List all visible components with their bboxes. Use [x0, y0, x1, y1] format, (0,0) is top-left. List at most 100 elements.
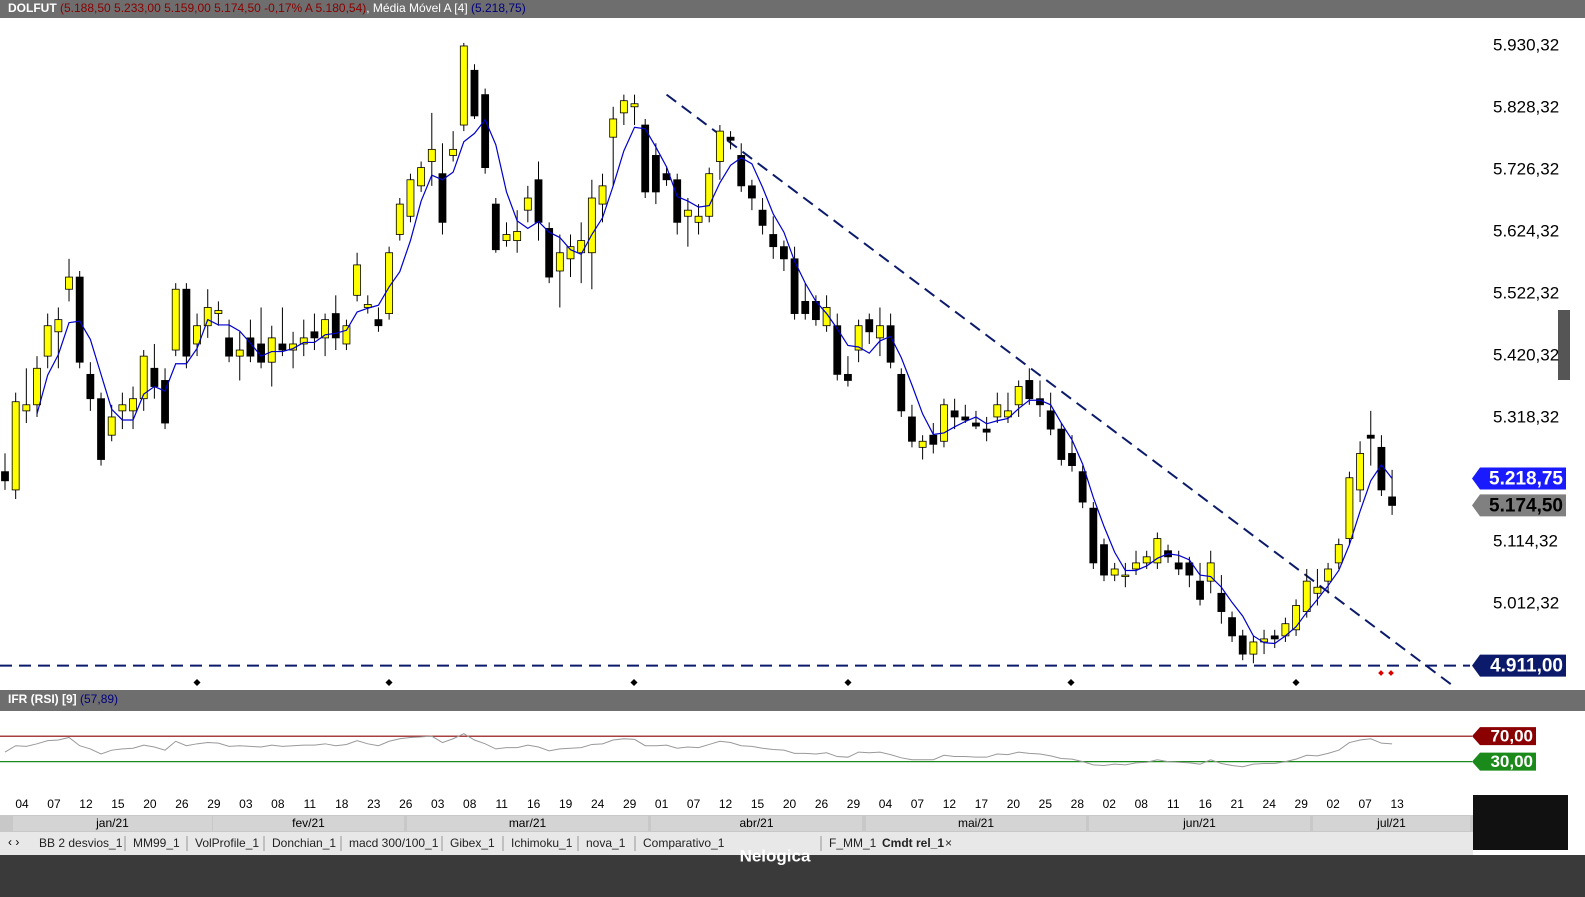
candle-body [961, 416, 970, 421]
candle-body [353, 264, 362, 296]
candle-body [43, 325, 52, 357]
candle-body [1100, 544, 1108, 576]
tab[interactable]: BB 2 desvios_1 [39, 836, 123, 850]
period-marker [1378, 670, 1384, 676]
candle-body [331, 313, 340, 339]
x-tick-label: 11 [495, 797, 508, 811]
x-tick-label: 12 [943, 797, 957, 811]
x-tick-label: 16 [1199, 797, 1213, 811]
chart-header: DOLFUT (5.188,50 5.233,00 5.159,00 5.174… [8, 1, 526, 15]
tab[interactable]: F_MM_1 [829, 836, 877, 850]
x-tick-label: 26 [175, 797, 189, 811]
x-tick-label: 01 [655, 797, 669, 811]
x-tick-label: 12 [79, 797, 93, 811]
candle-body [459, 45, 468, 126]
logo: Nelogica [740, 846, 811, 865]
candle-body [86, 373, 95, 400]
tab[interactable]: MM99_1 [133, 836, 180, 850]
candle-body [1292, 605, 1300, 631]
x-tick-label: 07 [1358, 797, 1372, 811]
rsi-badge-label: 70,00 [1490, 727, 1533, 746]
candle-body [651, 155, 660, 193]
candle-body [129, 398, 137, 412]
candle-body [1334, 544, 1343, 564]
tab[interactable]: macd 300/100_1 [349, 836, 439, 850]
x-tick-label: 08 [463, 797, 477, 811]
candle-body [1068, 453, 1076, 466]
candle-body [278, 343, 287, 351]
candle-body [481, 94, 490, 169]
tab[interactable]: Gibex_1 [450, 836, 495, 850]
tab[interactable]: Donchian_1 [272, 836, 336, 850]
candle-body [758, 209, 767, 226]
candle-body [876, 325, 884, 339]
candle-body [513, 231, 522, 241]
y-tick-label: 5.012,32 [1493, 594, 1559, 613]
x-tick-label: 11 [1167, 797, 1180, 811]
tab[interactable]: nova_1 [586, 836, 626, 850]
candle-body [193, 325, 201, 345]
top-bar [0, 0, 1585, 18]
candle-body [1014, 386, 1023, 406]
candle-body [502, 234, 511, 241]
month-band [13, 816, 212, 831]
candle-body [427, 148, 436, 162]
x-tick-label: 29 [847, 797, 861, 811]
x-tick-label: 12 [719, 797, 733, 811]
candle-body [566, 246, 575, 260]
tab[interactable]: VolProfile_1 [195, 836, 259, 850]
x-tick-label: 23 [367, 797, 381, 811]
x-tick-label: 02 [1103, 797, 1117, 811]
candle-body [1249, 641, 1258, 655]
symbol: DOLFUT [8, 1, 57, 15]
candle-body [1110, 568, 1119, 576]
candle-body [171, 288, 180, 351]
indicator: , Média Móvel A [4] [366, 1, 467, 15]
candle-body [598, 185, 607, 205]
tab[interactable]: Comparativo_1 [643, 836, 725, 850]
candle-body [150, 367, 159, 387]
tab[interactable]: Cmdt rel_1 [882, 836, 944, 850]
moving-average [36, 118, 1393, 645]
x-tick-label: 15 [111, 797, 125, 811]
candle-body [1078, 471, 1087, 503]
candle-body [1153, 538, 1162, 564]
x-tick-label: 07 [687, 797, 701, 811]
y-tick-label: 5.930,32 [1493, 35, 1559, 54]
x-tick-label: 04 [879, 797, 893, 811]
candle-body [214, 310, 223, 314]
x-tick-label: 19 [559, 797, 573, 811]
candle-body [438, 173, 447, 223]
month-label: jan/21 [95, 816, 129, 830]
rsi-badge [1472, 752, 1536, 771]
month-band [1089, 816, 1310, 831]
y-tick-label: 5.522,32 [1493, 283, 1559, 302]
tab-close[interactable]: × [945, 836, 952, 850]
candle-body [54, 319, 63, 333]
candle-body [491, 203, 500, 251]
candle-body [107, 416, 116, 436]
candle-body [321, 319, 330, 339]
candle-body [865, 319, 874, 333]
side-handle[interactable] [1558, 310, 1570, 380]
candle-body [726, 136, 735, 141]
candle-body [342, 325, 351, 345]
footer [0, 855, 1585, 897]
candle-body [972, 422, 980, 427]
price-badge-label: 4.911,00 [1490, 656, 1563, 677]
candle-body [1302, 580, 1311, 612]
month-label: mai/21 [958, 816, 994, 830]
month-band [651, 816, 862, 831]
tab-arrows[interactable]: ‹ › [8, 835, 19, 849]
candle-body [1025, 380, 1034, 400]
month-band [1313, 816, 1470, 831]
candle-body [1046, 410, 1055, 430]
candle-body [737, 155, 746, 187]
candle-body [299, 337, 308, 345]
candle-body [1345, 477, 1354, 539]
tab[interactable]: Ichimoku_1 [511, 836, 573, 850]
x-tick-label: 07 [911, 797, 925, 811]
candle-body [534, 179, 543, 223]
candle-body [374, 319, 383, 327]
